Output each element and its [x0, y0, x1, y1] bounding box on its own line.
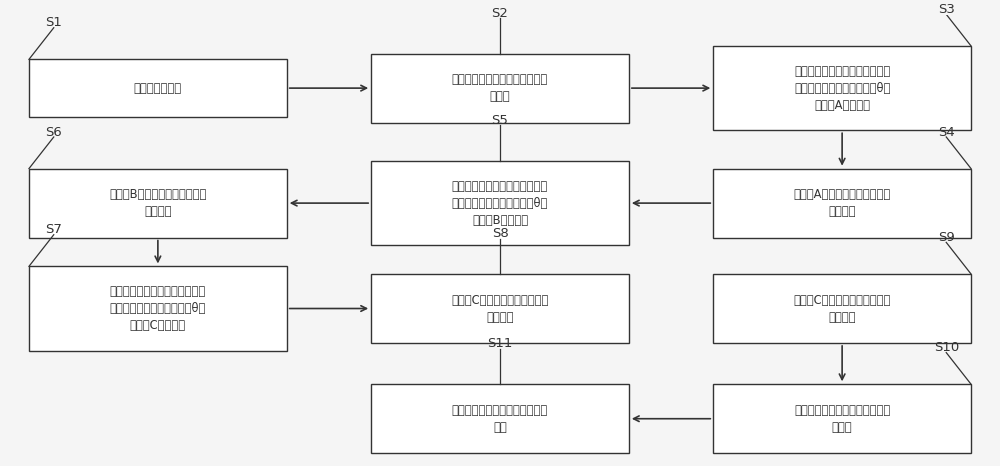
Text: 在所述B相超导层上螺旋绕制第
三绝缘层: 在所述B相超导层上螺旋绕制第 三绝缘层: [109, 188, 207, 218]
Text: 在所述C相超导层上螺旋绕制第
四绝缘层: 在所述C相超导层上螺旋绕制第 四绝缘层: [451, 294, 549, 323]
Text: 使用超导带材在所述第二绝缘层
上以第二方向以及设定饶角θ螺
旋绕制B相超导层: 使用超导带材在所述第二绝缘层 上以第二方向以及设定饶角θ螺 旋绕制B相超导层: [452, 179, 548, 226]
Text: 在所述第五绝缘层上螺旋绕制保
护层: 在所述第五绝缘层上螺旋绕制保 护层: [452, 404, 548, 434]
Text: 在所述柔性骨架上螺旋绕制第一
绝缘层: 在所述柔性骨架上螺旋绕制第一 绝缘层: [452, 73, 548, 103]
FancyBboxPatch shape: [371, 384, 629, 453]
Text: S6: S6: [45, 126, 62, 139]
FancyBboxPatch shape: [713, 46, 971, 130]
Text: S1: S1: [45, 16, 62, 29]
Text: 提供一柔性骨架: 提供一柔性骨架: [134, 82, 182, 95]
FancyBboxPatch shape: [371, 161, 629, 245]
Text: 使用超导带材在所述第三绝缘层
上以第一方向以及设定饶角θ螺
旋绕制C相超导层: 使用超导带材在所述第三绝缘层 上以第一方向以及设定饶角θ螺 旋绕制C相超导层: [110, 285, 206, 332]
Text: S2: S2: [492, 7, 508, 20]
Text: S3: S3: [938, 3, 955, 16]
FancyBboxPatch shape: [29, 267, 287, 351]
Text: 在所述A相超导层上螺旋绕制第
二绝缘层: 在所述A相超导层上螺旋绕制第 二绝缘层: [794, 188, 891, 218]
FancyBboxPatch shape: [29, 169, 287, 238]
FancyBboxPatch shape: [371, 54, 629, 123]
Text: S9: S9: [938, 231, 955, 244]
Text: S11: S11: [487, 337, 513, 350]
FancyBboxPatch shape: [713, 274, 971, 343]
Text: S10: S10: [934, 341, 959, 354]
Text: 使用超导带材在所述第一绝缘层
上以第一方向以及设定饶角θ螺
旋绕制A相超导层: 使用超导带材在所述第一绝缘层 上以第一方向以及设定饶角θ螺 旋绕制A相超导层: [794, 65, 890, 112]
FancyBboxPatch shape: [713, 169, 971, 238]
Text: 在所述铜屏蔽层上螺旋绕制第五
绝缘层: 在所述铜屏蔽层上螺旋绕制第五 绝缘层: [794, 404, 890, 434]
Text: S4: S4: [938, 126, 955, 139]
FancyBboxPatch shape: [371, 274, 629, 343]
Text: S5: S5: [492, 114, 508, 127]
Text: 在所述C相超导层上螺旋绕制第
四绝缘层: 在所述C相超导层上螺旋绕制第 四绝缘层: [793, 294, 891, 323]
Text: S8: S8: [492, 227, 508, 240]
FancyBboxPatch shape: [713, 384, 971, 453]
Text: S7: S7: [45, 223, 62, 236]
FancyBboxPatch shape: [29, 59, 287, 117]
